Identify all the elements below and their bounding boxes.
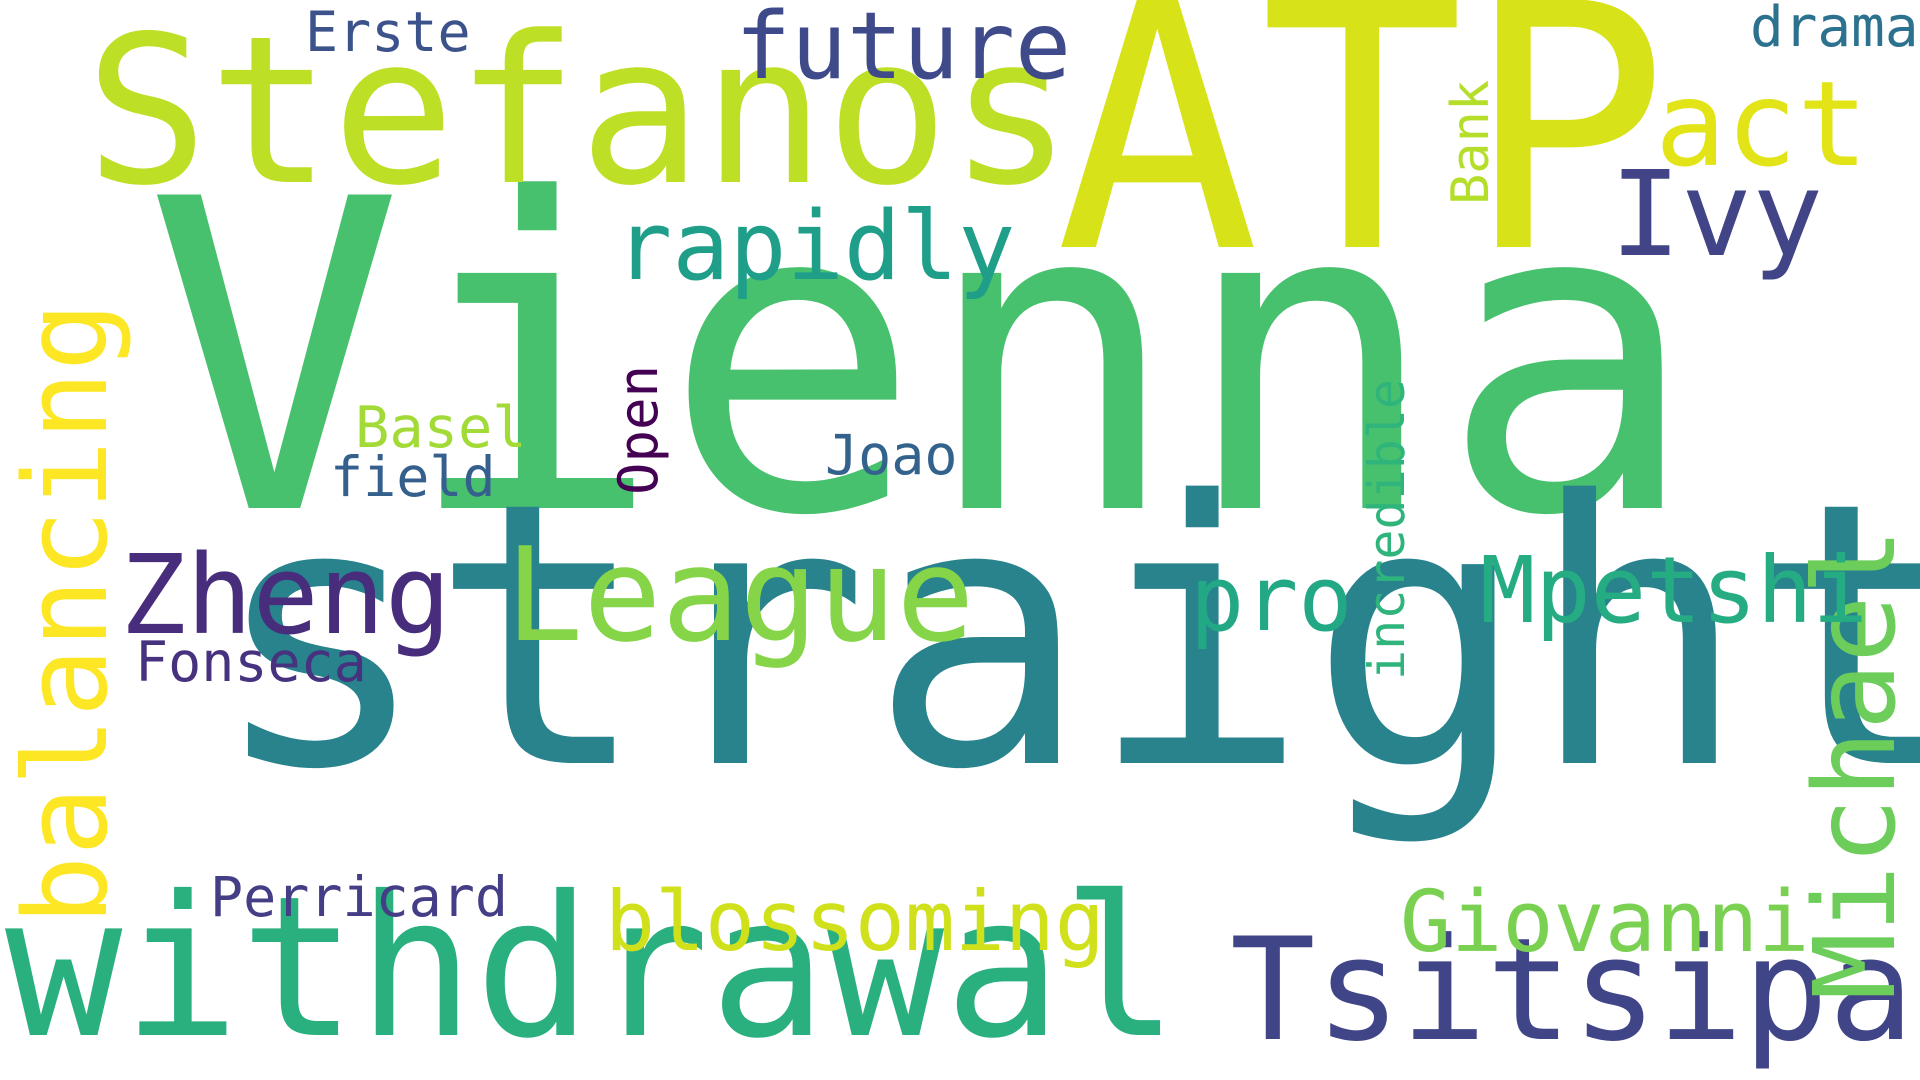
word-balancing: balancing [0, 301, 134, 925]
word-blossoming: blossoming [605, 873, 1105, 970]
word-act: act [1655, 55, 1869, 193]
word-open: Open [607, 364, 670, 495]
word-tsitsipas: Tsitsipas [1230, 908, 1920, 1073]
word-pro: pro [1190, 547, 1353, 652]
word-stefanos: Stefanos [85, 0, 1073, 231]
word-atp: ATP [1055, 0, 1670, 328]
word-mpetshi: Mpetshi [1480, 537, 1868, 644]
word-future: future [735, 0, 1071, 100]
word-withdrawal: withdrawal [5, 854, 1179, 1080]
word-field: field [330, 445, 496, 509]
word-perricard: Perricard [210, 865, 509, 929]
word-zheng: Zheng [120, 531, 452, 659]
word-erste: Erste [305, 0, 471, 64]
word-fonseca: Fonseca [135, 630, 367, 694]
word-bank: Bank [1441, 79, 1501, 205]
word-straight: straight [210, 425, 1920, 850]
word-vienna: Vienna [145, 110, 1699, 610]
word-league: League [505, 519, 975, 671]
word-incredible: incredible [1358, 378, 1416, 680]
word-basel: Basel [355, 395, 527, 461]
word-rapidly: rapidly [615, 192, 1016, 302]
word-giovanni: Giovanni [1400, 873, 1810, 972]
word-drama: drama [1750, 0, 1919, 60]
word-ivy: Ivy [1610, 145, 1824, 283]
word-joao: Joao [825, 423, 958, 487]
